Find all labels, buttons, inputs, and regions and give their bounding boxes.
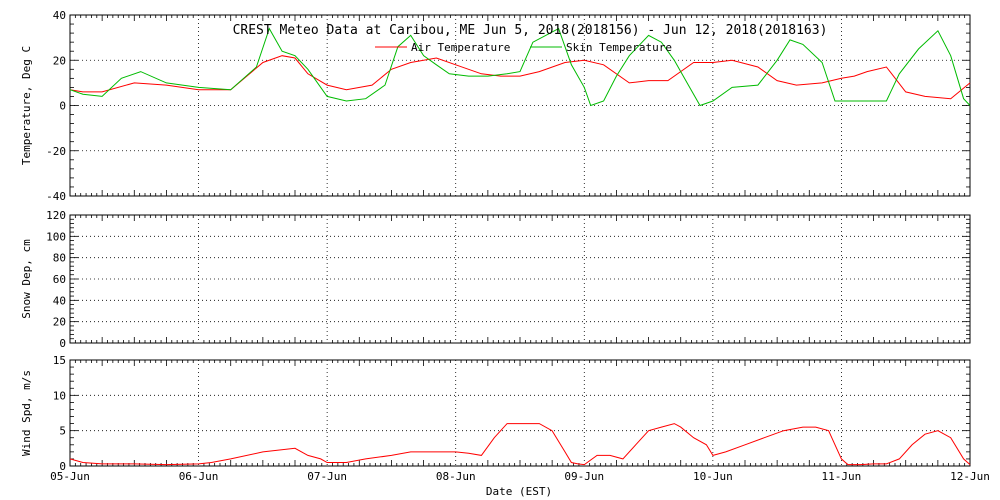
x-tick-label: 12-Jun [950, 470, 990, 483]
snow-depth-y-tick-label: 120 [46, 209, 66, 222]
wind-speed-panel: 0 5 10 15 Wind Spd, m/s 05-Jun 06-Jun 07-Jun 08-… [20, 354, 990, 483]
wind-speed-y-axis-label: Wind Spd, m/s [20, 370, 33, 456]
x-tick-label: 06-Jun [179, 470, 219, 483]
temperature-panel: -40 -20 0 20 40 Temperature, Deg C [20, 9, 971, 203]
wind-speed-frame [69, 359, 971, 467]
snow-depth-y-tick-label: 40 [53, 294, 66, 307]
chart-title: CREST Meteo Data at Caribou, ME Jun 5, 2… [233, 23, 828, 38]
temperature-y-tick-label: -20 [46, 145, 66, 158]
temperature-y-axis-label: Temperature, Deg C [20, 46, 33, 165]
x-axis-label: Date (EST) [486, 485, 552, 498]
wind-speed-y-tick-label: 10 [53, 389, 66, 402]
snow-depth-y-tick-label: 100 [46, 230, 66, 243]
wind-speed-y-tick-label: 0 [59, 460, 66, 473]
temperature-series-line-1 [69, 27, 971, 107]
temperature-y-tick-label: 0 [59, 100, 66, 113]
snow-depth-panel: 0 20 40 60 80 100 120 Snow Dep, cm [20, 209, 971, 350]
snow-depth-y-tick-label: 0 [59, 337, 66, 350]
temperature-y-tick-label: 20 [53, 54, 66, 67]
legend-label: Skin Temperature [566, 41, 672, 54]
wind-speed-y-tick-label: 5 [59, 425, 66, 438]
snow-depth-y-tick-label: 20 [53, 316, 66, 329]
snow-depth-y-tick-label: 60 [53, 273, 66, 286]
x-tick-label: 05-Jun [50, 470, 90, 483]
x-tick-label: 09-Jun [564, 470, 604, 483]
temperature-y-tick-label: -40 [46, 190, 66, 203]
x-tick-label: 10-Jun [693, 470, 733, 483]
legend: Air Temperature Skin Temperature [375, 41, 672, 54]
x-tick-label: 11-Jun [822, 470, 862, 483]
wind-speed-y-tick-label: 15 [53, 354, 66, 367]
x-tick-label: 08-Jun [436, 470, 476, 483]
temperature-series-line-0 [69, 55, 971, 100]
legend-label: Air Temperature [411, 41, 510, 54]
temperature-y-tick-label: 40 [53, 9, 66, 22]
snow-depth-y-tick-label: 80 [53, 252, 66, 265]
snow-depth-y-axis-label: Snow Dep, cm [20, 239, 33, 319]
wind-speed-series-line-0 [69, 423, 971, 466]
x-tick-label: 07-Jun [307, 470, 347, 483]
